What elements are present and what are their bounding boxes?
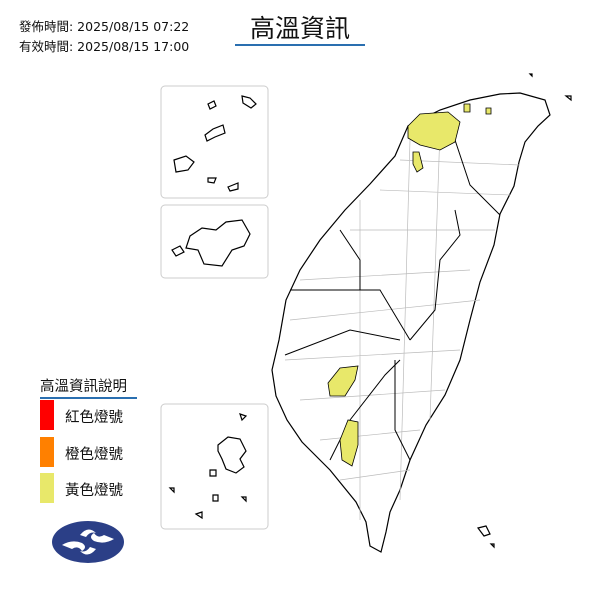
kinmen-islands — [171, 219, 251, 267]
penghu-islands — [168, 413, 248, 520]
county-boundaries — [284, 139, 501, 461]
legend-swatch-orange — [40, 437, 54, 467]
township-boundaries — [284, 129, 521, 520]
legend-label-orange: 橙色燈號 — [65, 447, 123, 463]
yellow-alert-areas — [327, 103, 492, 467]
issue-time: 發佈時間: 2025/08/15 07:22 — [19, 19, 190, 34]
legend-title: 高溫資訊說明 — [40, 375, 137, 399]
matsu-islands — [173, 95, 257, 192]
legend-swatch-yellow — [40, 473, 54, 503]
legend-label-yellow: 黃色燈號 — [65, 483, 123, 499]
legend-swatch-red — [40, 400, 54, 430]
page-title: 高溫資訊 — [235, 14, 365, 46]
inset-penghu — [160, 403, 269, 530]
legend-label-red: 紅色燈號 — [65, 410, 123, 426]
valid-time: 有效時間: 2025/08/15 17:00 — [19, 39, 190, 54]
offshore-islands — [476, 73, 572, 549]
taiwan-main-island — [271, 92, 551, 553]
